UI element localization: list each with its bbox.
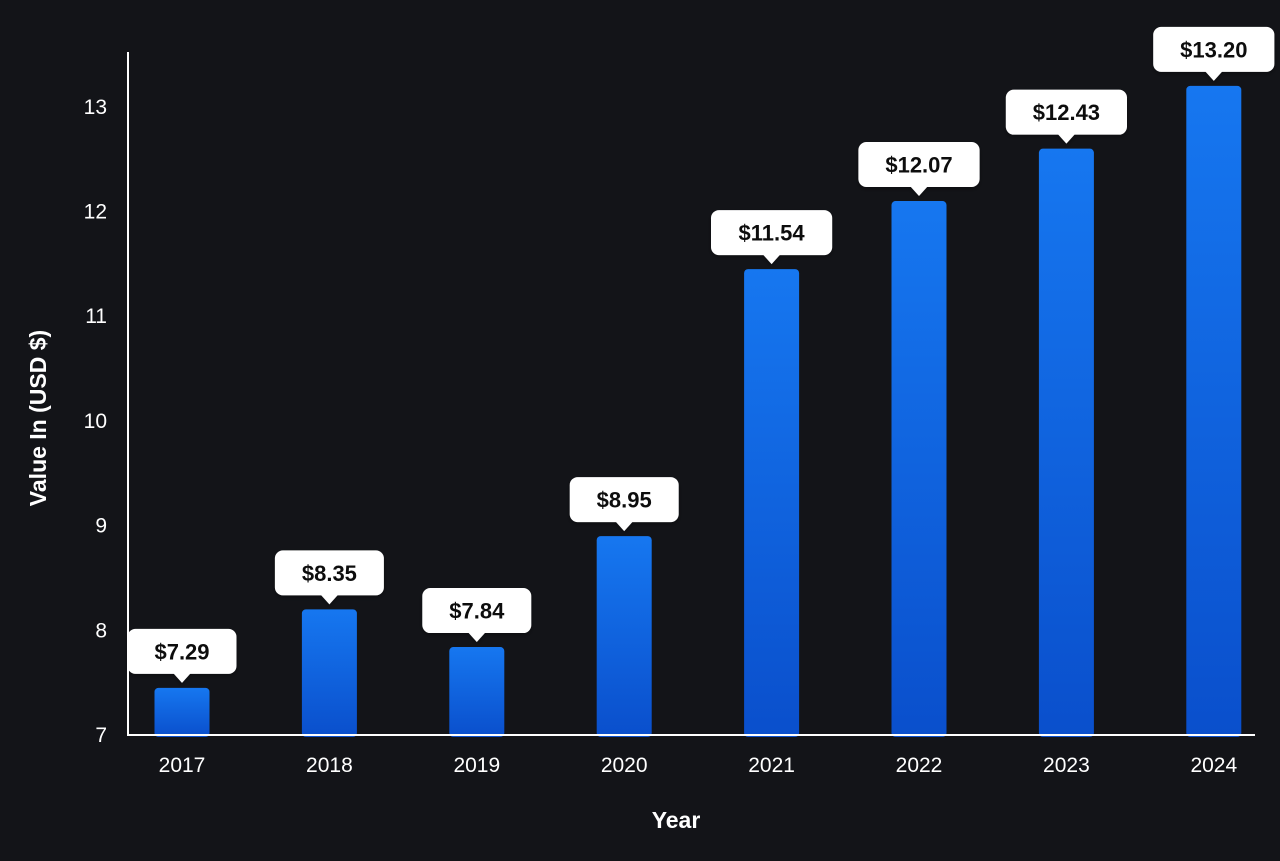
y-tick-label: 11	[85, 305, 107, 328]
data-label-text: $11.54	[739, 221, 806, 246]
data-label-2023: $12.43	[1005, 89, 1127, 144]
bar-2024	[1186, 85, 1242, 738]
x-tick-label: 2024	[1190, 754, 1237, 777]
data-label-box	[569, 477, 679, 523]
bar-2023	[1038, 148, 1094, 737]
data-label-box	[1005, 89, 1127, 135]
y-tick-label: 13	[84, 96, 107, 119]
data-label-text: $12.07	[885, 153, 952, 178]
data-label-text: $8.35	[302, 561, 357, 586]
data-label-box	[127, 628, 237, 674]
data-label-text: $8.95	[597, 488, 652, 513]
x-tick-label: 2023	[1043, 754, 1090, 777]
data-label-2022: $12.07	[858, 142, 980, 197]
bar-2022	[891, 201, 947, 737]
data-label-pointer	[1057, 133, 1076, 144]
x-tick-label: 2021	[748, 754, 795, 777]
x-axis-title: Year	[652, 807, 701, 833]
bar-2018	[301, 609, 357, 737]
data-label-box	[711, 210, 833, 256]
data-label-text: $12.43	[1033, 100, 1100, 125]
bars	[154, 85, 1242, 738]
data-label-2020: $8.95	[569, 477, 679, 532]
x-tick-label: 2017	[159, 754, 206, 777]
y-axis-ticks: 7 8 9 10 11 12 13	[84, 96, 107, 747]
y-tick-label: 7	[95, 724, 107, 747]
bar-2017	[154, 687, 210, 737]
y-axis-title: Value In (USD $)	[25, 330, 51, 506]
bar-2019	[449, 647, 505, 737]
data-labels: $7.29 $8.35 $7.84 $8.95 $11.54 $12.07 $12.43 $1…	[127, 26, 1275, 683]
data-label-pointer	[467, 632, 486, 643]
data-label-box	[422, 588, 532, 634]
data-label-2021: $11.54	[711, 210, 833, 265]
bar-2020	[596, 536, 652, 737]
data-label-pointer	[173, 672, 191, 683]
x-tick-label: 2022	[896, 754, 943, 777]
data-label-2018: $8.35	[274, 550, 384, 605]
data-label-box	[1153, 26, 1275, 72]
data-label-box	[274, 550, 384, 596]
y-tick-label: 9	[95, 515, 107, 538]
x-tick-label: 2018	[306, 754, 353, 777]
y-tick-label: 8	[95, 619, 107, 642]
data-label-2019: $7.84	[422, 588, 532, 643]
data-label-2024: $13.20	[1153, 26, 1275, 81]
data-label-text: $7.29	[154, 639, 209, 664]
x-axis-ticks: 2017 2018 2019 2020 2021 2022 2023 2024	[159, 754, 1238, 777]
x-tick-label: 2020	[601, 754, 648, 777]
data-label-text: $13.20	[1180, 37, 1247, 62]
data-label-box	[858, 142, 980, 188]
data-label-pointer	[320, 594, 339, 605]
bar-2021	[744, 269, 800, 737]
y-tick-label: 10	[84, 410, 107, 433]
data-label-2017: $7.29	[127, 628, 237, 683]
data-label-text: $7.84	[449, 599, 505, 624]
y-tick-label: 12	[84, 201, 107, 224]
x-tick-label: 2019	[453, 754, 500, 777]
data-label-pointer	[910, 186, 928, 197]
data-label-pointer	[615, 521, 634, 532]
data-label-pointer	[762, 254, 781, 265]
data-label-pointer	[1204, 70, 1223, 81]
